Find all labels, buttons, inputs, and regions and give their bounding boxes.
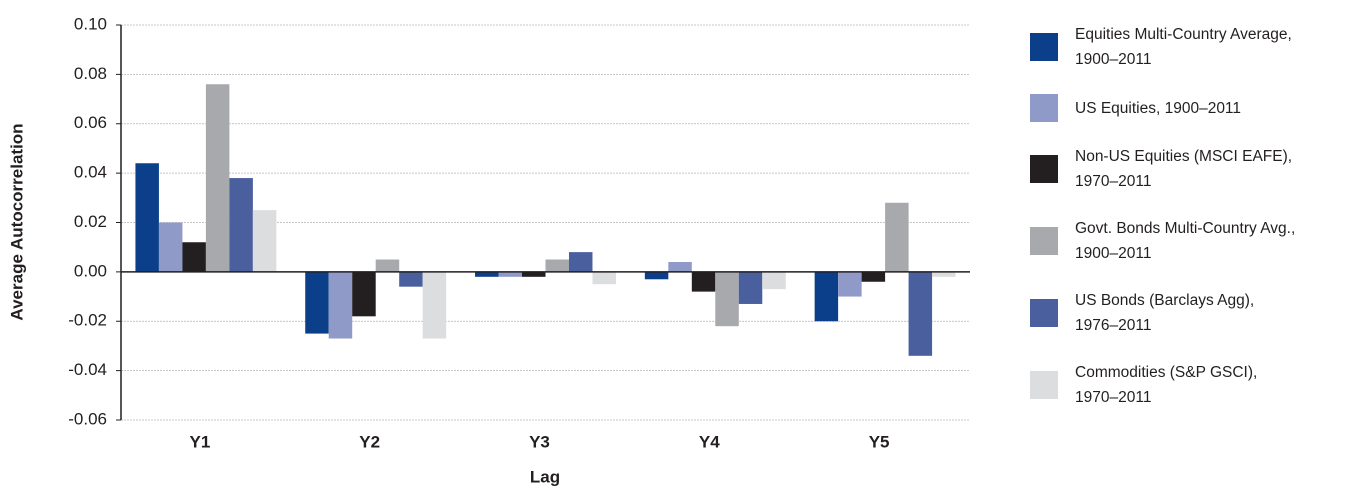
bar [908, 271, 933, 356]
y-tick-label: 0.06 [74, 113, 107, 132]
legend: Equities Multi-Country Average, 1900–201… [1030, 22, 1360, 410]
legend-swatch [1030, 227, 1058, 255]
y-tick-label: 0.04 [74, 163, 107, 182]
legend-swatch [1030, 94, 1058, 122]
bar [305, 271, 329, 334]
x-tick-label: Y5 [869, 432, 890, 451]
legend-item: Govt. Bonds Multi-Country Avg., 1900–201… [1030, 216, 1360, 266]
legend-item: Equities Multi-Country Average, 1900–201… [1030, 22, 1360, 72]
bar [762, 271, 786, 290]
y-tick-label: -0.04 [68, 360, 107, 379]
bar [375, 259, 400, 272]
legend-label: Non-US Equities (MSCI EAFE), 1970–2011 [1075, 148, 1293, 190]
bar [422, 271, 447, 339]
bar [252, 210, 277, 272]
bar [738, 271, 763, 304]
legend-swatch [1030, 371, 1058, 399]
legend-item: US Bonds (Barclays Agg), 1976–2011 [1030, 288, 1360, 338]
bar [668, 262, 692, 272]
bar [814, 271, 839, 322]
bar [352, 271, 376, 317]
bar [229, 178, 253, 272]
legend-label: Equities Multi-Country Average, 1900–201… [1075, 26, 1292, 68]
bar [158, 222, 183, 272]
y-tick-label: 0.02 [74, 212, 107, 231]
chart: Average Autocorrelation Lag -0.06 -0.04 -0… [7, 14, 970, 486]
bar [182, 242, 206, 272]
bar [399, 271, 423, 287]
x-axis-title: Lag [530, 467, 560, 486]
y-axis-title: Average Autocorrelation [7, 123, 26, 320]
bar [135, 163, 159, 272]
bar [861, 271, 886, 282]
legend-label: US Equities, 1900–2011 [1075, 99, 1242, 117]
legend-swatch [1030, 299, 1058, 327]
x-tick-label: Y2 [359, 432, 380, 451]
bar [715, 271, 739, 327]
y-tick-label: 0.10 [74, 14, 107, 33]
bar [932, 271, 956, 277]
legend-swatch [1030, 33, 1058, 61]
bar [885, 202, 909, 272]
x-tick-label: Y1 [190, 432, 211, 451]
bar [644, 271, 669, 280]
x-tick-label: Y4 [699, 432, 720, 451]
bar [475, 271, 499, 277]
legend-label: Govt. Bonds Multi-Country Avg., 1900–201… [1075, 220, 1296, 262]
bar [522, 271, 546, 277]
bar [498, 271, 523, 277]
legend-label: US Bonds (Barclays Agg), 1976–2011 [1075, 292, 1255, 334]
x-tick-label: Y3 [529, 432, 550, 451]
bar [545, 259, 569, 272]
y-tick-label: -0.06 [68, 409, 107, 428]
bar [568, 252, 593, 272]
y-tick-label: -0.02 [68, 311, 107, 330]
bar [205, 84, 230, 272]
bar [592, 271, 616, 285]
legend-swatch [1030, 155, 1058, 183]
legend-item: Non-US Equities (MSCI EAFE), 1970–2011 [1030, 144, 1360, 194]
y-tick-label: 0.00 [74, 261, 107, 280]
bar [328, 271, 353, 339]
legend-label: Commodities (S&P GSCI), 1970–2011 [1075, 364, 1258, 406]
legend-item: Commodities (S&P GSCI), 1970–2011 [1030, 360, 1360, 410]
bar [838, 271, 862, 297]
bar [691, 271, 716, 292]
legend-item: US Equities, 1900–2011 [1030, 94, 1360, 122]
y-tick-label: 0.08 [74, 64, 107, 83]
